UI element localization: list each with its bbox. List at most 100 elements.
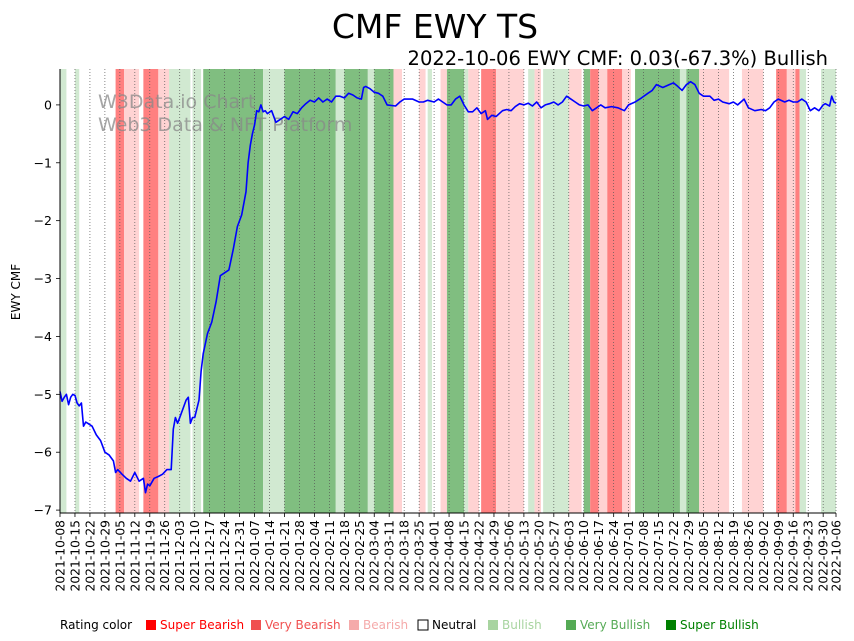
y-tick-label-1: −1	[34, 155, 52, 170]
x-tick-label-39: 2022-07-08	[637, 520, 651, 591]
legend-item-0: Super Bearish	[146, 618, 244, 632]
rating-band-13	[367, 69, 375, 513]
rating-legend: Rating color Super Bearish Very Bearish Be…	[60, 618, 759, 632]
x-tick-label-1: 2021-10-15	[68, 520, 82, 591]
y-tick-label-0: 0	[44, 97, 52, 112]
legend-swatch-2	[349, 620, 359, 630]
x-tick-label-38: 2022-07-01	[622, 520, 636, 591]
legend-title: Rating color	[60, 618, 132, 632]
x-tick-label-37: 2022-06-24	[607, 520, 621, 592]
rating-bands	[60, 69, 836, 513]
rating-band-26	[543, 69, 569, 513]
x-ticks: 2021-10-08 2021-10-15 2021-10-22 2021-10-29…	[54, 513, 844, 591]
rating-band-17	[427, 69, 432, 513]
x-tick-label-48: 2022-09-09	[772, 520, 786, 591]
legend-swatch-3	[417, 619, 429, 631]
legend-label-3: Neutral	[432, 618, 476, 632]
rating-band-9	[263, 69, 285, 513]
x-tick-label-32: 2022-05-20	[532, 520, 546, 591]
chart-title: CMF EWY TS	[332, 7, 538, 46]
legend-swatch-6	[666, 620, 676, 630]
y-tick-label-4: −4	[34, 329, 52, 344]
legend-item-6: Super Bullish	[666, 618, 759, 632]
x-tick-label-4: 2021-11-05	[113, 520, 127, 591]
rating-band-33	[635, 69, 680, 513]
legend-swatch-1	[251, 620, 261, 630]
rating-band-39	[786, 69, 796, 513]
legend-label-4: Bullish	[502, 618, 542, 632]
x-tick-label-51: 2022-09-30	[817, 520, 831, 591]
legend-label-2: Bearish	[363, 618, 408, 632]
rating-band-27	[568, 69, 582, 513]
rating-band-42	[821, 69, 836, 513]
rating-band-15	[393, 69, 403, 513]
chart-subtitle: 2022-10-06 EWY CMF: 0.03(-67.3%) Bullish	[408, 47, 828, 70]
x-tick-label-42: 2022-07-29	[682, 520, 696, 591]
y-tick-label-7: −7	[34, 503, 52, 518]
x-tick-label-16: 2022-01-28	[293, 520, 307, 591]
y-tick-label-6: −6	[34, 445, 52, 460]
x-tick-label-30: 2022-05-06	[502, 520, 516, 592]
x-tick-label-11: 2021-12-24	[218, 520, 232, 592]
x-tick-label-12: 2021-12-31	[233, 520, 247, 591]
rating-band-38	[776, 69, 787, 513]
rating-band-41	[799, 69, 807, 513]
x-tick-label-5: 2021-11-12	[128, 520, 142, 591]
rating-band-18	[440, 69, 447, 513]
x-tick-label-17: 2022-02-04	[308, 520, 322, 592]
legend-swatch-5	[566, 620, 576, 630]
rating-band-36	[699, 69, 730, 513]
y-ticks: 0 −1 −2 −3 −4 −5 −6 −7	[34, 97, 60, 518]
x-tick-label-20: 2022-02-25	[353, 520, 367, 591]
legend-label-0: Super Bearish	[160, 618, 244, 632]
x-tick-label-41: 2022-07-22	[667, 520, 681, 591]
y-tick-label-3: −3	[34, 271, 52, 286]
rating-band-29	[590, 69, 599, 513]
x-tick-label-2: 2021-10-22	[83, 520, 97, 591]
rating-band-16	[419, 69, 426, 513]
x-tick-label-26: 2022-04-08	[443, 520, 457, 591]
x-tick-label-9: 2021-12-10	[188, 520, 202, 591]
rating-band-4	[143, 69, 159, 513]
legend-item-3: Neutral	[417, 618, 476, 632]
x-tick-label-36: 2022-06-17	[592, 520, 606, 591]
x-tick-label-52: 2022-10-06	[830, 520, 844, 592]
x-tick-label-0: 2021-10-08	[54, 520, 68, 591]
x-tick-label-45: 2022-08-19	[727, 520, 741, 591]
watermark-line-2: Web3 Data & NFT Platform	[98, 114, 352, 136]
x-tick-label-31: 2022-05-13	[517, 520, 531, 591]
x-tick-label-27: 2022-04-15	[458, 520, 472, 591]
x-tick-label-43: 2022-08-05	[697, 520, 711, 591]
rating-band-24	[528, 69, 535, 513]
rating-band-34	[679, 69, 687, 513]
x-tick-label-49: 2022-09-16	[787, 520, 801, 592]
x-tick-label-28: 2022-04-22	[472, 520, 486, 591]
legend-item-2: Bearish	[349, 618, 408, 632]
y-axis-label: EWY CMF	[9, 264, 23, 320]
rating-band-12	[344, 69, 368, 513]
x-tick-label-29: 2022-04-29	[487, 520, 501, 591]
rating-band-5	[158, 69, 170, 513]
x-tick-label-47: 2022-09-02	[757, 520, 771, 591]
x-tick-label-14: 2022-01-14	[263, 520, 277, 592]
rating-band-1	[74, 69, 80, 513]
rating-band-22	[481, 69, 497, 513]
x-tick-label-50: 2022-09-23	[802, 520, 816, 591]
x-tick-label-22: 2022-03-11	[383, 520, 397, 591]
x-tick-label-8: 2021-12-03	[173, 520, 187, 591]
rating-band-37	[741, 69, 764, 513]
x-tick-label-44: 2022-08-12	[712, 520, 726, 591]
rating-band-30	[598, 69, 608, 513]
rating-band-32	[622, 69, 631, 513]
rating-band-35	[686, 69, 700, 513]
cmf-line-layer	[59, 80, 837, 494]
rating-band-0	[60, 69, 67, 513]
legend-label-1: Very Bearish	[265, 618, 341, 632]
y-tick-label-2: −2	[34, 213, 52, 228]
legend-label-6: Super Bullish	[680, 618, 759, 632]
x-tick-label-10: 2021-12-17	[203, 520, 217, 591]
x-tick-label-23: 2022-03-18	[398, 520, 412, 591]
legend-item-4: Bullish	[488, 618, 542, 632]
legend-swatch-4	[488, 620, 498, 630]
